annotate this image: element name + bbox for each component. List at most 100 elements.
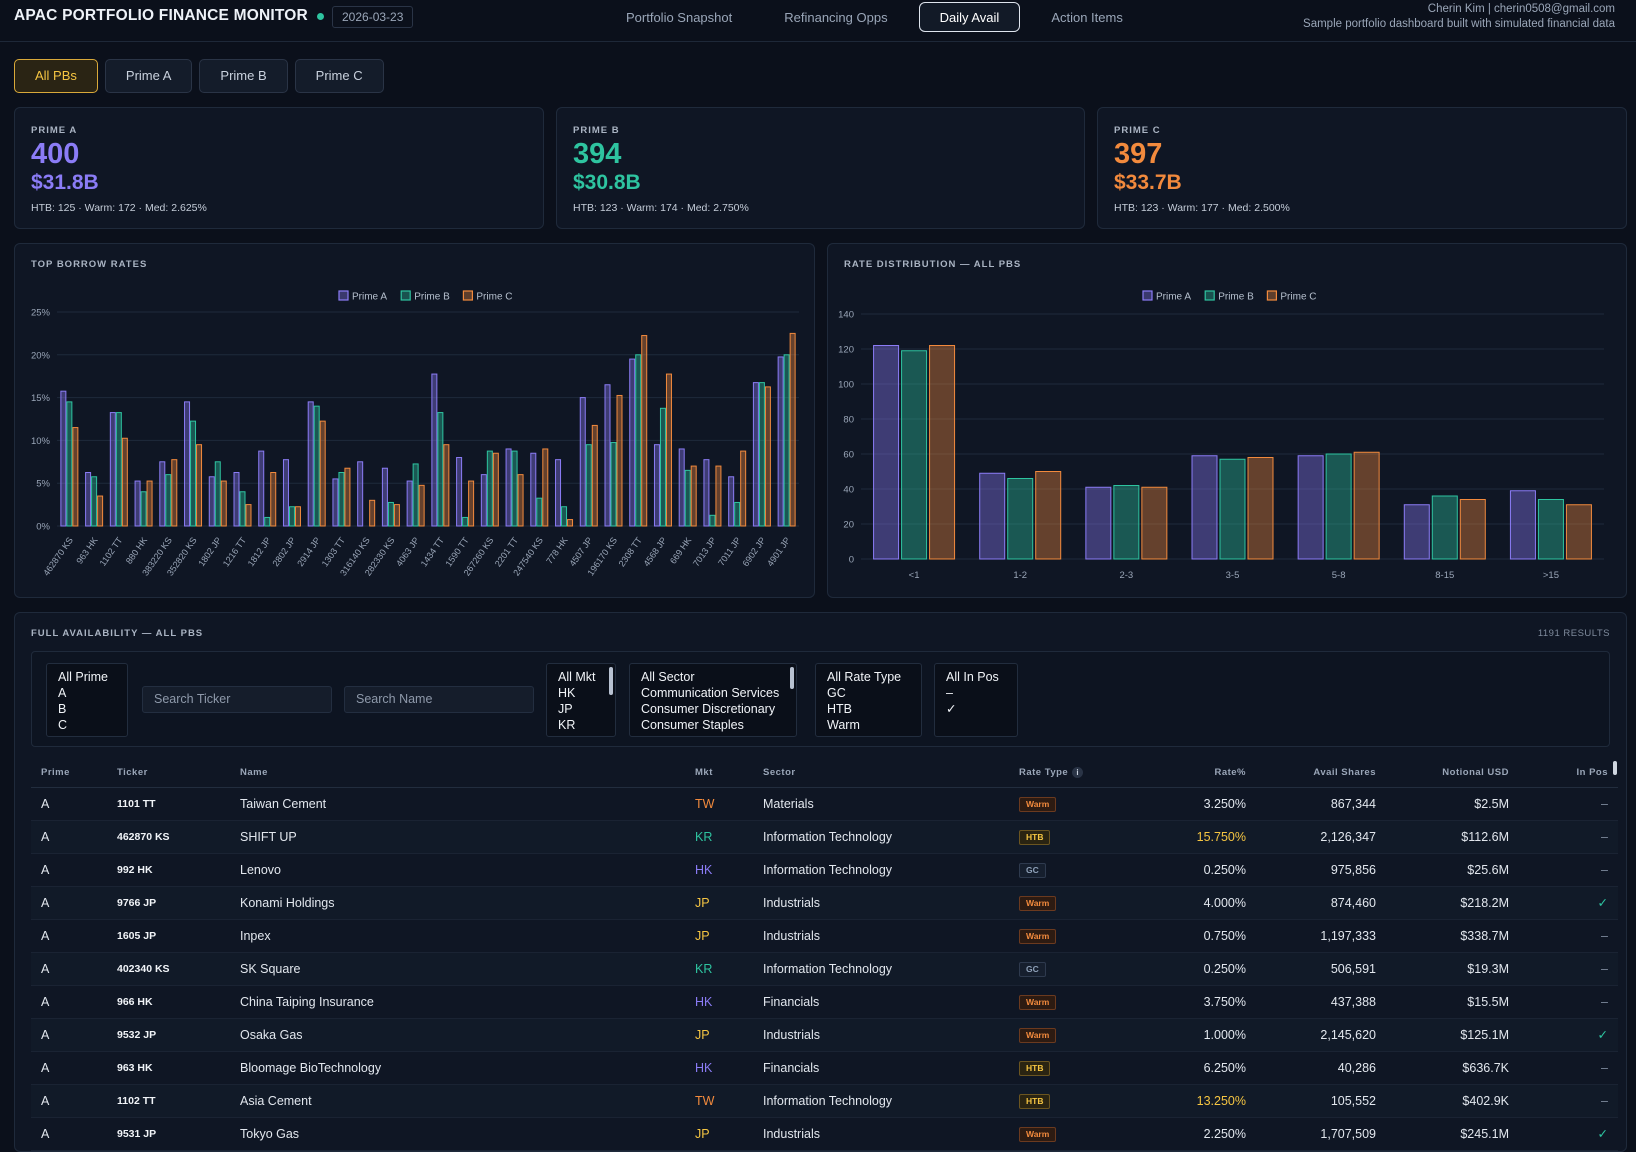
date-badge[interactable]: 2026-03-23 [332, 6, 414, 28]
bar-prime-b[interactable] [91, 476, 98, 527]
bar-prime-a[interactable] [85, 472, 92, 527]
legend-item[interactable]: Prime C [462, 290, 513, 303]
scrollbar[interactable] [790, 667, 794, 689]
bar-prime-a[interactable] [208, 476, 215, 527]
bar-prime-c[interactable] [567, 519, 574, 527]
table-scrollbar[interactable] [1613, 761, 1617, 775]
col-avail-shares[interactable]: Avail Shares [1256, 759, 1386, 788]
bar-prime-b[interactable] [610, 442, 617, 527]
bar-prime-c[interactable] [97, 495, 104, 527]
prime-option[interactable]: A [58, 686, 67, 700]
bar-prime-b[interactable] [165, 474, 172, 527]
bar-prime-a[interactable] [307, 401, 314, 527]
bar-prime-b[interactable] [338, 472, 345, 527]
bar-prime-c[interactable] [1247, 457, 1274, 560]
table-row[interactable]: A 462870 KS SHIFT UP KR Information Technolo… [31, 820, 1618, 854]
table-row[interactable]: A 402340 KS SK Square KR Information Technol… [31, 952, 1618, 986]
bar-prime-a[interactable] [604, 384, 611, 527]
bar-prime-a[interactable] [752, 382, 759, 527]
bar-prime-b[interactable] [561, 506, 568, 527]
table-row[interactable]: A 1605 JP Inpex JP Industrials Warm 0.750% 1,19… [31, 919, 1618, 953]
bar-prime-c[interactable] [1459, 499, 1486, 560]
bar-prime-b[interactable] [115, 412, 122, 527]
bar-prime-b[interactable] [1113, 485, 1140, 560]
bar-prime-c[interactable] [715, 465, 722, 527]
prime-option[interactable]: C [58, 718, 68, 732]
bar-prime-b[interactable] [511, 450, 518, 527]
bar-prime-c[interactable] [72, 427, 79, 527]
market-select[interactable]: All Mkt HK JP KR [546, 663, 616, 737]
bar-prime-b[interactable] [239, 491, 246, 527]
prime-option[interactable]: All Prime [58, 670, 109, 684]
col-name[interactable]: Name [230, 759, 685, 788]
bar-prime-a[interactable] [357, 461, 364, 527]
tab-daily-avail[interactable]: Daily Avail [918, 2, 1021, 32]
bar-prime-a[interactable] [653, 444, 660, 527]
bar-prime-b[interactable] [66, 401, 73, 527]
rate-type-option[interactable]: GC [827, 686, 846, 700]
bar-prime-a[interactable] [109, 412, 116, 527]
sector-option[interactable]: Communication Services [641, 686, 780, 700]
bar-prime-c[interactable] [690, 465, 697, 527]
bar-prime-b[interactable] [783, 354, 790, 527]
bar-prime-c[interactable] [517, 474, 524, 527]
table-row[interactable]: A 966 HK China Taiping Insurance HK Financia… [31, 985, 1618, 1019]
bar-prime-c[interactable] [616, 394, 623, 527]
rate-type-option[interactable]: All Rate Type [827, 670, 902, 684]
bar-prime-a[interactable] [1297, 455, 1324, 560]
pb-filter-prime-b[interactable]: Prime B [199, 59, 288, 93]
tab-action-items[interactable]: Action Items [1051, 10, 1123, 25]
market-option[interactable]: HK [558, 686, 576, 700]
bar-prime-b[interactable] [585, 444, 592, 527]
sector-option[interactable]: Consumer Discretionary [641, 702, 776, 716]
bar-prime-b[interactable] [264, 516, 271, 527]
bar-prime-a[interactable] [381, 467, 388, 527]
bar-prime-c[interactable] [171, 459, 178, 527]
bar-prime-a[interactable] [678, 448, 685, 527]
bar-prime-a[interactable] [134, 480, 141, 527]
sector-option[interactable]: All Sector [641, 670, 695, 684]
col-rate[interactable]: Rate% [1121, 759, 1256, 788]
bar-prime-c[interactable] [1353, 451, 1380, 560]
legend-item[interactable]: Prime C [1266, 290, 1317, 303]
in-pos-option[interactable]: – [946, 686, 953, 700]
bar-prime-b[interactable] [1325, 453, 1352, 560]
table-row[interactable]: A 963 HK Bloomage BioTechnology HK Financial… [31, 1051, 1618, 1085]
bar-prime-c[interactable] [492, 452, 499, 527]
legend-item[interactable]: Prime B [400, 290, 450, 303]
tab-refinancing-opps[interactable]: Refinancing Opps [784, 10, 888, 25]
pb-filter-prime-a[interactable]: Prime A [104, 59, 193, 93]
bar-prime-c[interactable] [764, 386, 771, 527]
bar-prime-c[interactable] [369, 499, 376, 527]
bar-prime-b[interactable] [412, 463, 419, 527]
bar-prime-a[interactable] [703, 459, 710, 527]
in-pos-option[interactable]: All In Pos [946, 670, 999, 684]
table-row[interactable]: A 1101 TT Taiwan Cement TW Materials Warm 3.25… [31, 787, 1618, 821]
bar-prime-b[interactable] [1219, 458, 1246, 560]
bar-prime-a[interactable] [233, 472, 240, 527]
rate-type-option[interactable]: Warm [827, 718, 860, 732]
bar-prime-a[interactable] [505, 448, 512, 527]
bar-prime-c[interactable] [418, 484, 425, 527]
bar-prime-a[interactable] [60, 390, 67, 527]
bar-prime-b[interactable] [709, 514, 716, 527]
bar-prime-c[interactable] [929, 345, 956, 560]
bar-prime-a[interactable] [777, 356, 784, 527]
sector-option[interactable]: Consumer Staples [641, 718, 744, 732]
bar-prime-b[interactable] [1007, 478, 1034, 560]
bar-prime-c[interactable] [1565, 504, 1592, 560]
prime-option[interactable]: B [58, 702, 67, 716]
table-row[interactable]: A 9531 JP Tokyo Gas JP Industrials Warm 2.250%… [31, 1117, 1618, 1151]
col-in-pos[interactable]: In Pos [1519, 759, 1618, 788]
legend-item[interactable]: Prime B [1204, 290, 1254, 303]
table-row[interactable]: A 9532 JP Osaka Gas JP Industrials Warm 1.000%… [31, 1018, 1618, 1052]
table-row[interactable]: A 1102 TT Asia Cement TW Information Technol… [31, 1084, 1618, 1118]
bar-prime-b[interactable] [635, 354, 642, 527]
table-row[interactable]: A 9766 JP Konami Holdings JP Industrials Warm… [31, 886, 1618, 920]
bar-prime-a[interactable] [332, 478, 339, 527]
bar-prime-a[interactable] [1403, 504, 1430, 560]
bar-prime-a[interactable] [258, 450, 265, 527]
pb-filter-prime-c[interactable]: Prime C [294, 59, 384, 93]
info-icon[interactable]: i [1072, 767, 1084, 779]
bar-prime-b[interactable] [387, 501, 394, 527]
